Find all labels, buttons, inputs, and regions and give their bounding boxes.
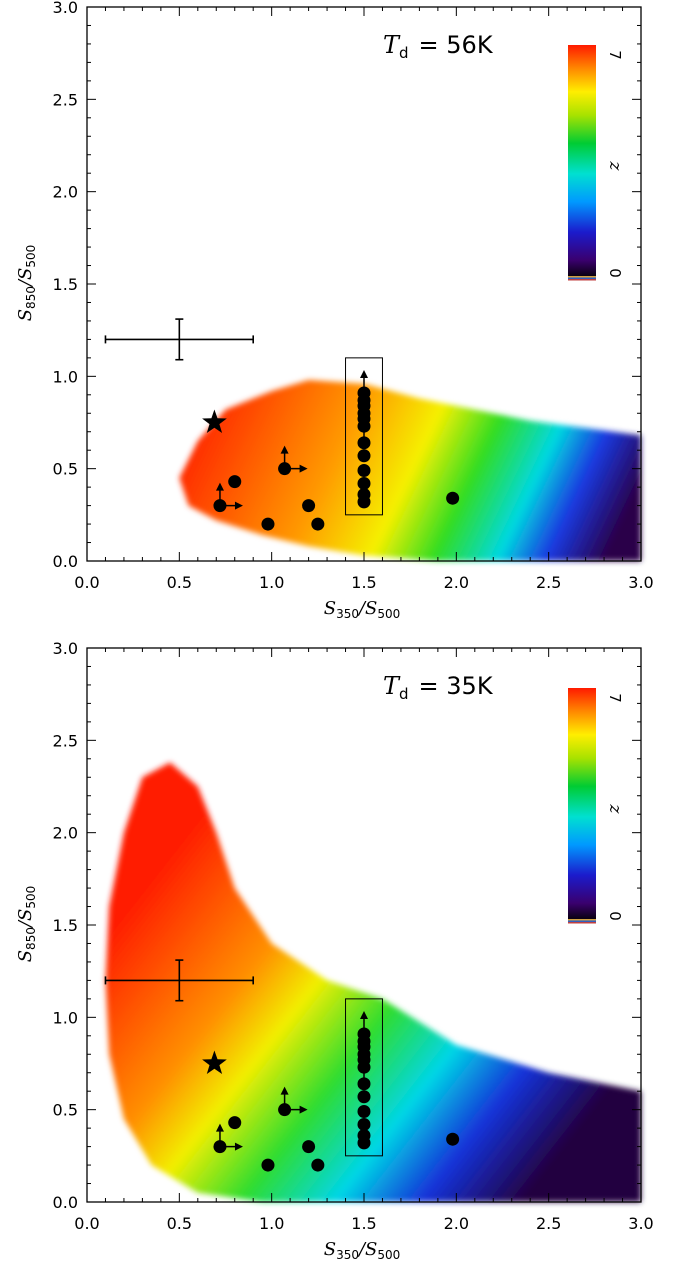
data-point bbox=[357, 369, 371, 400]
x-tick-label: 0.0 bbox=[74, 1214, 99, 1233]
y-tick-label: 2.5 bbox=[53, 731, 78, 750]
y-tick-label: 0.5 bbox=[53, 1101, 78, 1120]
data-point bbox=[302, 1140, 316, 1154]
panel-2: 0.0 0.5 1.0 1.5 2.0 2.5 3.0 0.0 0.5 1.0 1.5 2.0 2.5 3… bbox=[15, 639, 654, 1262]
x-tick-label: 1.0 bbox=[259, 1214, 284, 1233]
y-tick-label: 0.0 bbox=[53, 552, 78, 571]
x-tick-label: 0.5 bbox=[167, 573, 192, 592]
error-bar bbox=[104, 318, 254, 361]
y-tick-label: 1.0 bbox=[53, 1008, 78, 1027]
x-tick-label: 2.0 bbox=[444, 1214, 469, 1233]
data-point bbox=[278, 445, 308, 476]
y-tick-label: 2.0 bbox=[53, 824, 78, 843]
data-point bbox=[228, 1116, 242, 1130]
data-point bbox=[357, 488, 371, 502]
data-point bbox=[357, 449, 371, 463]
data-point bbox=[357, 1117, 371, 1131]
x-tick-label: 1.5 bbox=[351, 573, 376, 592]
y-tick-label: 1.0 bbox=[53, 367, 78, 386]
y-tick-label: 0.0 bbox=[53, 1193, 78, 1212]
data-point bbox=[213, 482, 243, 513]
data-point bbox=[278, 1086, 308, 1117]
x-axis-label: S350/S500 bbox=[324, 598, 401, 621]
data-point bbox=[446, 491, 460, 505]
colorbar bbox=[568, 688, 596, 922]
x-tick-label: 3.0 bbox=[628, 573, 653, 592]
data-point bbox=[357, 1090, 371, 1104]
data-point bbox=[311, 517, 325, 531]
y-tick-label: 0.5 bbox=[53, 460, 78, 479]
data-point bbox=[357, 1010, 371, 1041]
data-point bbox=[357, 1105, 371, 1119]
y-tick-label: 2.0 bbox=[53, 183, 78, 202]
colorbar-min-label: 0 bbox=[606, 268, 624, 278]
panel-1: 0.0 0.5 1.0 1.5 2.0 2.5 3.0 0.0 0.5 1.0 1.5 2.0 2.5 3… bbox=[15, 0, 654, 621]
data-point bbox=[261, 517, 275, 531]
temperature-label: Td = 56K bbox=[383, 31, 494, 62]
redshift-region bbox=[105, 762, 641, 1202]
star-marker bbox=[202, 409, 227, 433]
x-tick-label: 0.0 bbox=[74, 573, 99, 592]
y-tick-label: 1.5 bbox=[53, 275, 78, 294]
x-tick-label: 1.0 bbox=[259, 573, 284, 592]
x-tick-label: 2.5 bbox=[536, 1214, 561, 1233]
star-marker bbox=[202, 1050, 227, 1074]
colorbar bbox=[568, 45, 596, 279]
x-tick-label: 3.0 bbox=[628, 1214, 653, 1233]
colorbar-min-label: 0 bbox=[606, 911, 624, 921]
colorbar-max-label: 7 bbox=[606, 50, 624, 60]
error-bar bbox=[104, 959, 254, 1002]
colorbar-axis-label: z bbox=[605, 161, 625, 172]
y-tick-label: 2.5 bbox=[53, 90, 78, 109]
y-tick-label: 3.0 bbox=[53, 639, 78, 658]
data-point bbox=[357, 464, 371, 478]
data-point bbox=[261, 1158, 275, 1172]
selection-box bbox=[345, 998, 383, 1157]
y-axis-label: S850/S500 bbox=[15, 886, 38, 963]
data-point bbox=[357, 476, 371, 490]
x-tick-label: 0.5 bbox=[167, 1214, 192, 1233]
data-point bbox=[357, 1129, 371, 1143]
colorbar-axis-label: z bbox=[605, 804, 625, 815]
redshift-region bbox=[179, 380, 642, 561]
data-point bbox=[228, 475, 242, 489]
colorbar-max-label: 7 bbox=[606, 693, 624, 703]
x-tick-label: 1.5 bbox=[351, 1214, 376, 1233]
y-tick-label: 3.0 bbox=[53, 0, 78, 17]
data-point bbox=[302, 499, 316, 513]
temperature-label: Td = 35K bbox=[383, 672, 494, 703]
x-tick-label: 2.0 bbox=[444, 573, 469, 592]
data-point bbox=[213, 1123, 243, 1154]
data-point bbox=[311, 1158, 325, 1172]
y-tick-label: 1.5 bbox=[53, 916, 78, 935]
x-tick-label: 2.5 bbox=[536, 573, 561, 592]
selection-box bbox=[345, 357, 383, 516]
data-point bbox=[446, 1132, 460, 1146]
x-axis-label: S350/S500 bbox=[324, 1239, 401, 1262]
y-axis-label: S850/S500 bbox=[15, 245, 38, 322]
